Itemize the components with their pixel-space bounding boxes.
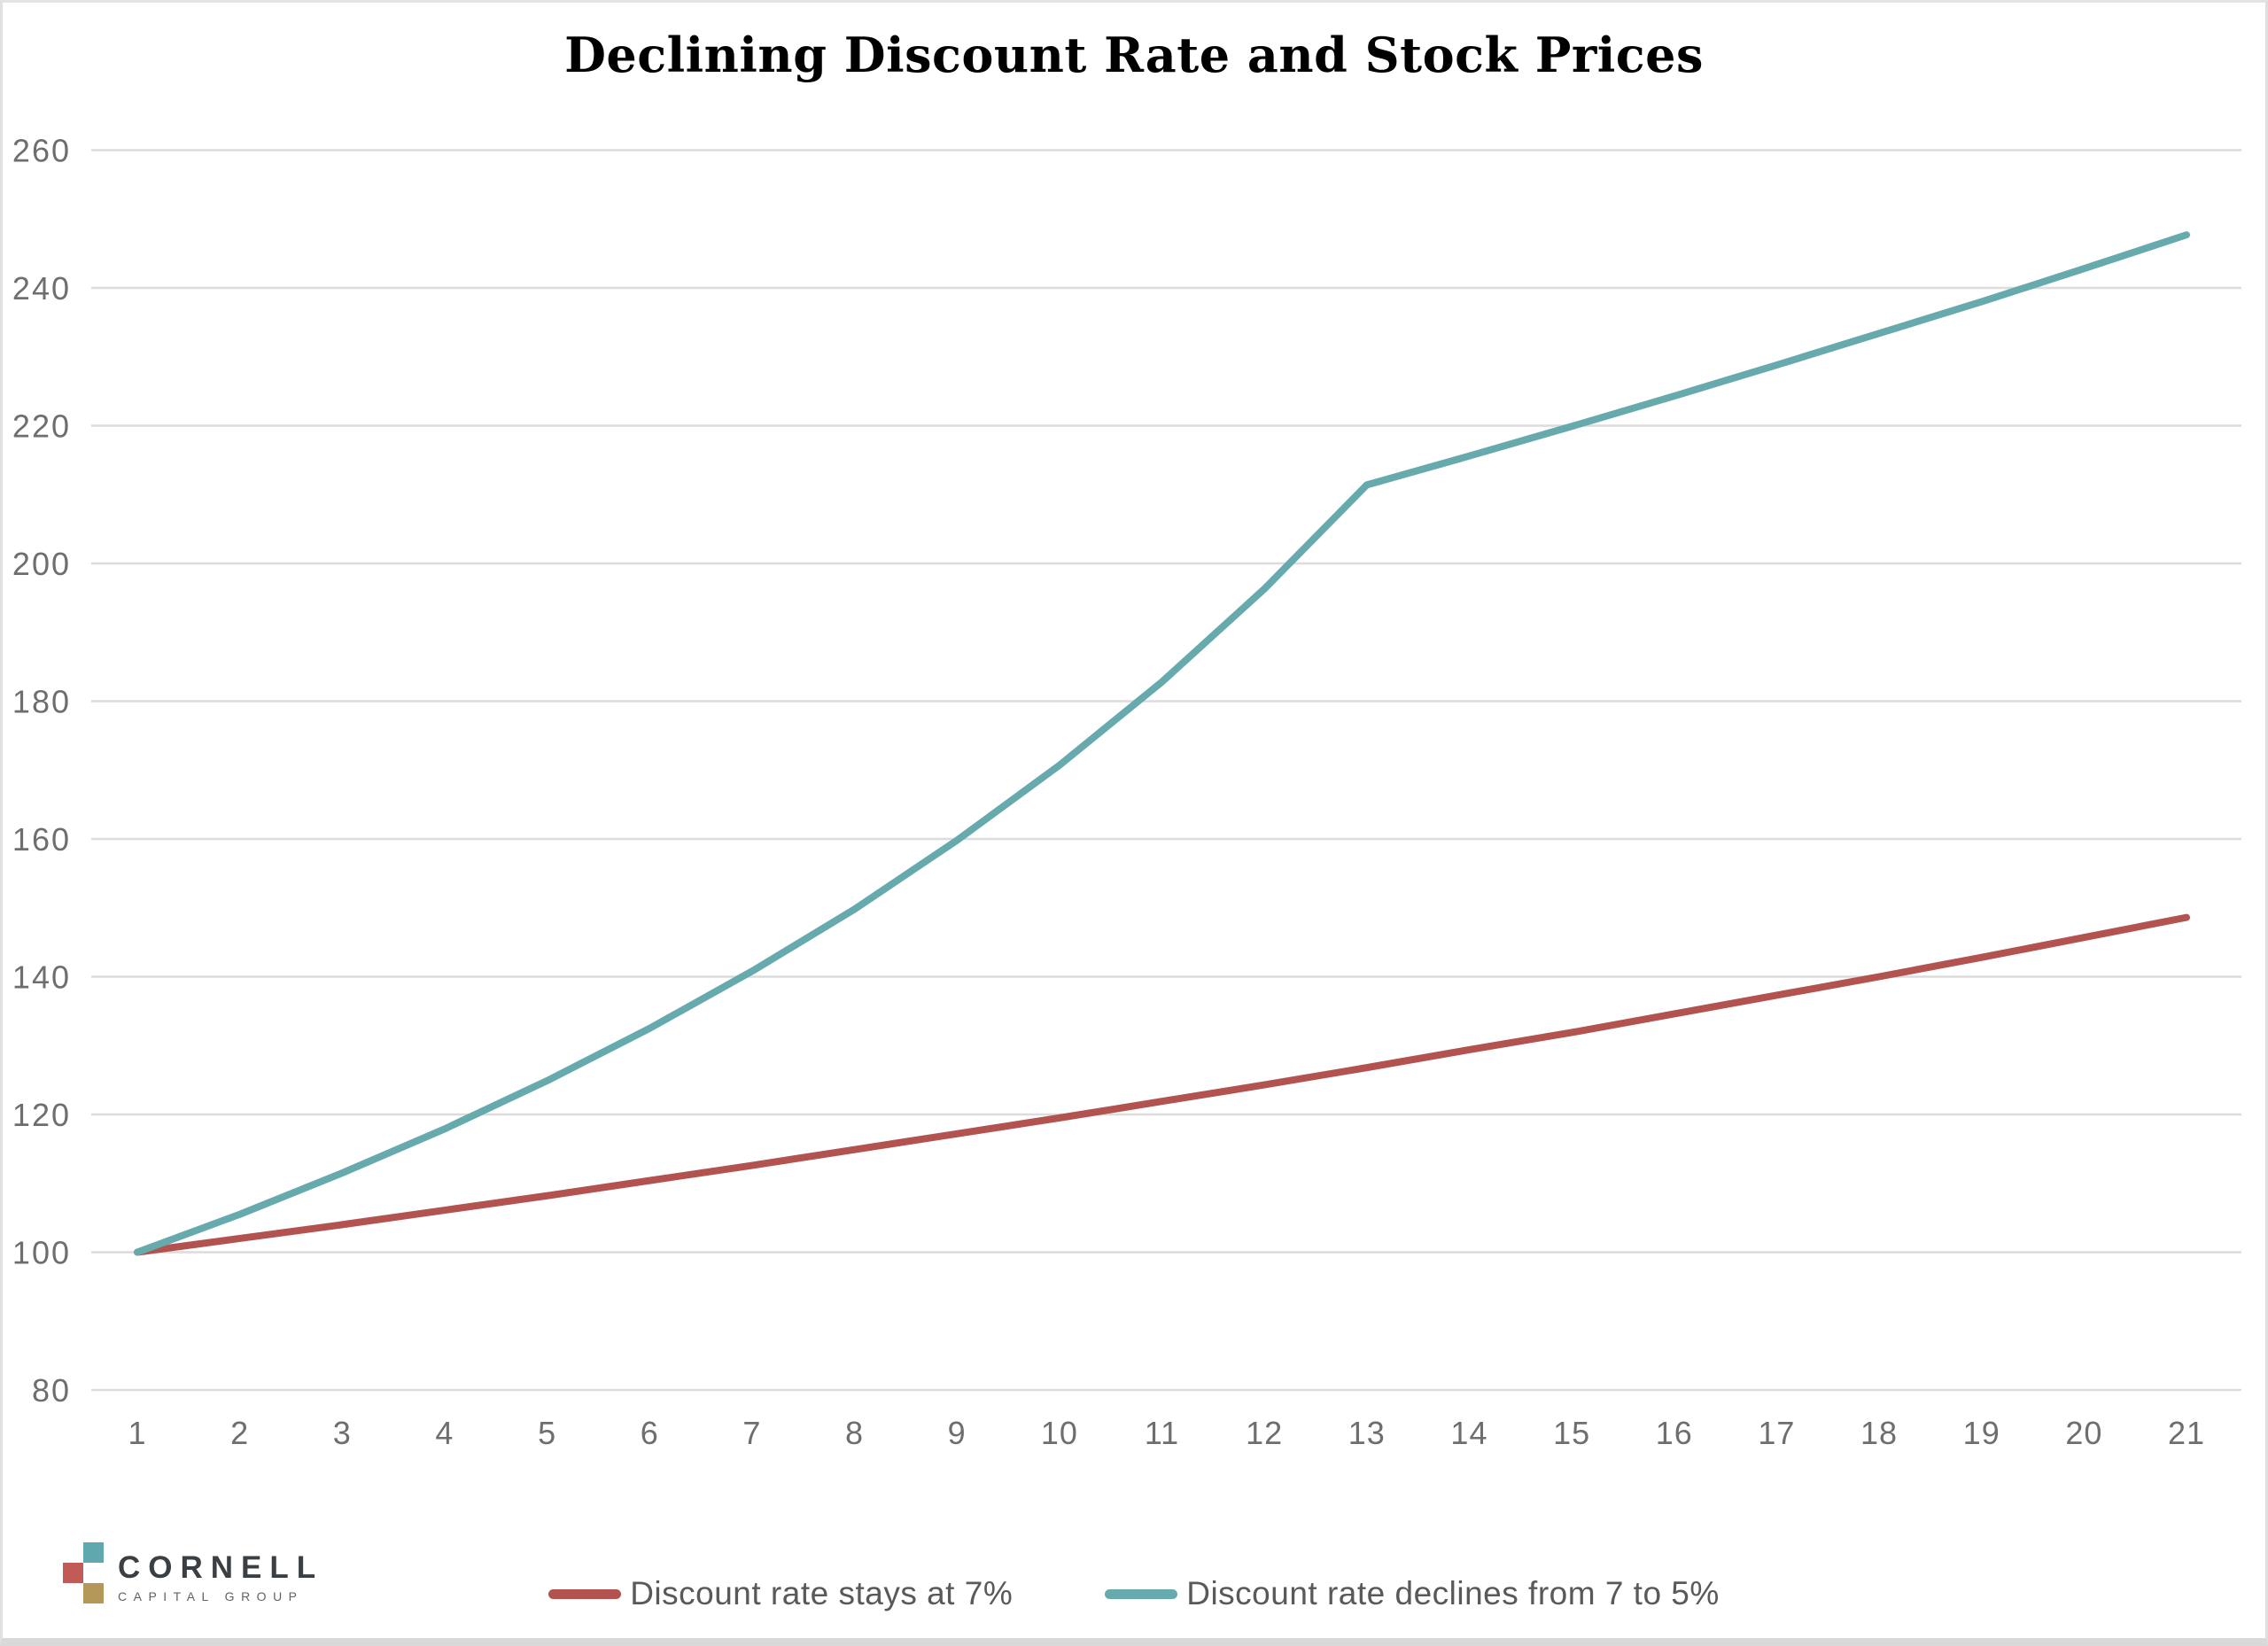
x-axis-tick-label: 2 [230, 1415, 249, 1451]
x-axis-tick-label: 19 [1963, 1415, 2000, 1451]
x-axis-tick-label: 17 [1758, 1415, 1795, 1451]
x-axis-tick-label: 8 [845, 1415, 864, 1451]
logo-tagline: CAPITAL GROUP [118, 1589, 304, 1603]
legend-label-declines-7-to-5: Discount rate declines from 7 to 5% [1186, 1575, 1720, 1611]
chart-title: Declining Discount Rate and Stock Prices [564, 27, 1704, 83]
x-axis-tick-label: 18 [1860, 1415, 1898, 1451]
logo-gold-square-icon [83, 1583, 104, 1603]
y-axis-tick-label: 140 [12, 959, 71, 996]
x-axis-tick-label: 12 [1246, 1415, 1283, 1451]
x-axis-tick-label: 20 [2065, 1415, 2102, 1451]
x-axis-tick-label: 7 [742, 1415, 761, 1451]
y-axis-tick-label: 120 [12, 1097, 71, 1133]
x-axis-tick-label: 13 [1348, 1415, 1386, 1451]
logo-company-name: CORNELL [118, 1550, 324, 1585]
y-axis-tick-label: 200 [12, 546, 71, 582]
logo-teal-square-icon [83, 1542, 104, 1563]
series-line-declines-7-to-5 [134, 231, 2190, 1256]
x-axis-tick-label: 5 [538, 1415, 556, 1451]
legend-item-declines-7-to-5: Discount rate declines from 7 to 5% [1105, 1575, 1720, 1612]
y-axis-tick-label: 260 [12, 133, 71, 169]
logo-squares-icon [63, 1542, 104, 1603]
x-axis-tick-label: 11 [1145, 1415, 1179, 1451]
x-axis-tick-label: 3 [333, 1415, 352, 1451]
legend-label-stays-7: Discount rate stays at 7% [630, 1575, 1014, 1611]
y-axis-tick-label: 180 [12, 684, 71, 720]
x-axis-tick-label: 1 [128, 1415, 146, 1451]
y-axis-tick-label: 100 [12, 1235, 71, 1271]
chart-legend: Discount rate stays at 7% Discount rate … [0, 1575, 2268, 1612]
cornell-capital-group-logo: CORNELL CAPITAL GROUP [63, 1542, 323, 1603]
x-axis-tick-label: 4 [435, 1415, 454, 1451]
x-axis-tick-label: 21 [2168, 1415, 2205, 1451]
y-axis-tick-label: 220 [12, 408, 71, 445]
logo-text: CORNELL CAPITAL GROUP [118, 1542, 323, 1603]
x-axis-tick-label: 6 [641, 1415, 659, 1451]
series-line-stays-7 [134, 913, 2190, 1256]
x-axis-tick-label: 14 [1450, 1415, 1487, 1451]
y-axis-tick-label: 80 [32, 1372, 71, 1409]
legend-swatch-stays-7 [548, 1588, 622, 1599]
legend-swatch-declines-7-to-5 [1105, 1588, 1178, 1599]
x-axis-tick-label: 16 [1656, 1415, 1693, 1451]
y-axis-tick-label: 240 [12, 270, 71, 307]
x-axis-tick-label: 15 [1553, 1415, 1590, 1451]
legend-item-stays-7: Discount rate stays at 7% [548, 1575, 1013, 1612]
x-axis-tick-label: 9 [948, 1415, 967, 1451]
x-axis-tick-label: 10 [1041, 1415, 1078, 1451]
logo-red-square-icon [63, 1563, 83, 1583]
y-axis-tick-label: 160 [12, 821, 71, 858]
